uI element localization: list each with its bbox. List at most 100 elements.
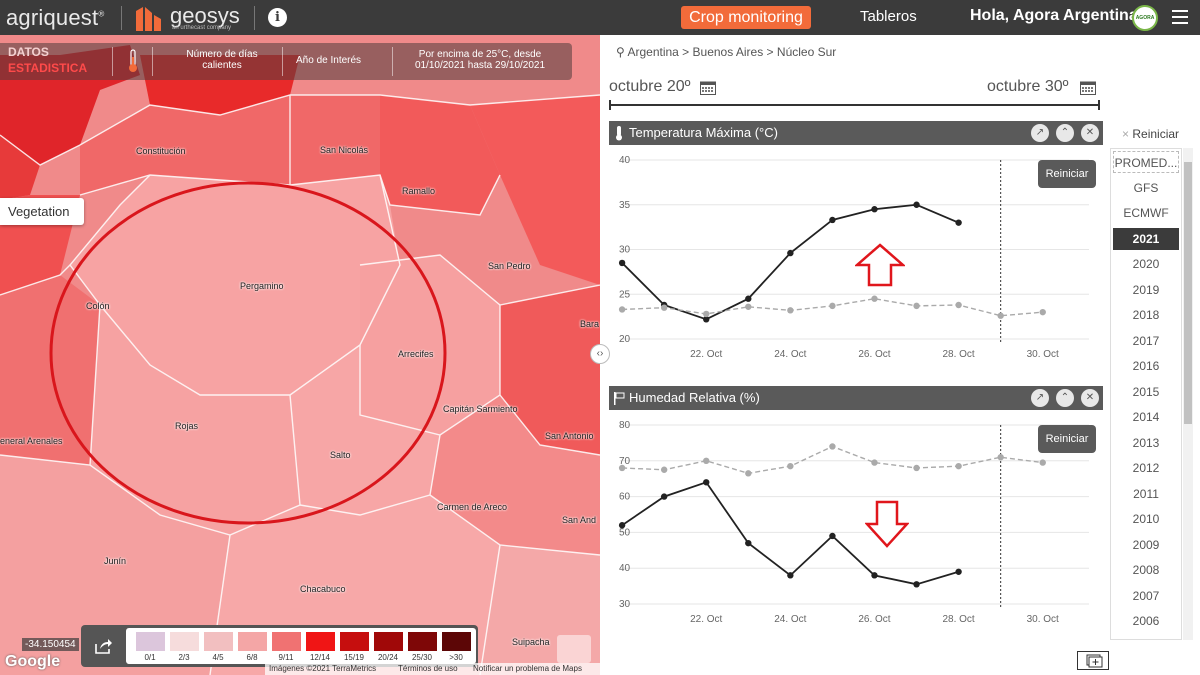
data-point[interactable] [829, 302, 836, 310]
data-point[interactable] [1039, 308, 1046, 316]
data-point[interactable] [660, 304, 668, 311]
date-start-label[interactable]: octubre 20º [609, 78, 691, 95]
calendar-icon[interactable] [1080, 80, 1096, 95]
year-option[interactable]: 2007 [1132, 588, 1160, 603]
data-point[interactable] [1039, 459, 1046, 466]
panel-resize-handle-icon[interactable]: ‹› [590, 344, 610, 364]
condition-label[interactable]: Por encima de 25°C, desde 01/10/2021 has… [414, 49, 546, 71]
data-point[interactable] [871, 572, 878, 579]
close-icon[interactable]: ✕ [1081, 389, 1099, 407]
collapse-icon[interactable]: ⌃ [1056, 124, 1074, 142]
data-point[interactable] [618, 464, 626, 472]
year-option[interactable]: 2008 [1132, 563, 1160, 577]
data-point[interactable] [703, 316, 710, 323]
year-option[interactable]: 2020 [1132, 257, 1160, 271]
year-option[interactable]: 2013 [1132, 435, 1160, 450]
data-point[interactable] [913, 464, 920, 472]
close-icon[interactable]: ✕ [1081, 124, 1099, 142]
data-point[interactable] [660, 466, 668, 473]
reset-all-button[interactable]: × Reiniciar [1122, 127, 1179, 141]
data-point[interactable] [618, 259, 626, 267]
data-point[interactable] [745, 470, 752, 477]
export-icon[interactable]: ↗ [1031, 389, 1049, 407]
data-point[interactable] [787, 462, 794, 470]
humidity-chart[interactable]: 30 40 50 60 70 80 22. Oct 24. Oct 26. Oct 28. Oct… [609, 411, 1103, 635]
data-point[interactable] [997, 312, 1004, 319]
year-option[interactable]: 2016 [1132, 359, 1160, 373]
date-range-slider[interactable] [609, 100, 1100, 110]
data-point[interactable] [618, 306, 626, 313]
year-option[interactable]: 2011 [1133, 486, 1159, 501]
data-point[interactable] [871, 459, 878, 466]
year-option[interactable]: 2012 [1132, 461, 1160, 475]
tableros-tab[interactable]: Tableros [860, 8, 917, 25]
hamburger-menu-icon[interactable] [1172, 10, 1188, 24]
data-point[interactable] [745, 295, 752, 302]
geosys-logo[interactable]: geosys [170, 3, 240, 28]
data-point[interactable] [871, 295, 878, 302]
user-greeting[interactable]: Hola, Agora Argentina [970, 7, 1138, 24]
data-point[interactable] [787, 572, 794, 579]
year-option[interactable]: ECMWF [1123, 206, 1169, 220]
year-option[interactable]: 2010 [1132, 512, 1160, 526]
datos-label[interactable]: DATOS [8, 45, 49, 59]
collapse-icon[interactable]: ⌃ [1056, 389, 1074, 407]
year-option[interactable]: 2019 [1132, 282, 1160, 297]
share-icon[interactable] [95, 638, 113, 654]
data-point[interactable] [955, 462, 962, 470]
vegetation-button[interactable]: Vegetation [0, 198, 84, 225]
agriquest-logo[interactable]: agriquest® [6, 5, 105, 30]
reset-chart-button[interactable]: Reiniciar [1038, 425, 1096, 453]
year-option[interactable]: 2015 [1132, 384, 1160, 399]
data-point[interactable] [829, 443, 836, 450]
year-option[interactable]: 2018 [1132, 308, 1160, 322]
temperature-chart[interactable]: 20 25 30 35 40 22. Oct 24. Oct 26. Oct 28. Oct 30… [609, 146, 1103, 370]
crop-monitoring-tab[interactable]: Crop monitoring [681, 6, 811, 29]
data-point[interactable] [703, 457, 710, 464]
breadcrumb-text[interactable]: Argentina > Buenos Aires > Núcleo Sur [627, 45, 837, 59]
data-point[interactable] [745, 539, 752, 547]
year-option[interactable]: PROMED... [1113, 151, 1179, 173]
year-option[interactable]: 2006 [1132, 614, 1160, 628]
data-point[interactable] [871, 206, 878, 213]
terms-link[interactable]: Términos de uso [398, 664, 458, 673]
data-point[interactable] [955, 301, 962, 309]
date-end-label[interactable]: octubre 30º [987, 78, 1069, 95]
scrollbar-thumb[interactable] [1184, 162, 1192, 424]
year-option[interactable]: 2009 [1132, 537, 1160, 552]
map-view[interactable]: Constitución San Nicolás Ramallo San Ped… [0, 35, 600, 675]
data-point[interactable] [913, 201, 920, 208]
year-option[interactable]: 2014 [1132, 410, 1160, 424]
metric-label[interactable]: Número de días calientes [186, 49, 258, 71]
year-option[interactable]: 2017 [1132, 333, 1160, 348]
info-icon[interactable]: i [268, 8, 287, 27]
data-point[interactable] [618, 522, 626, 529]
data-point[interactable] [829, 216, 836, 224]
data-point[interactable] [829, 532, 836, 540]
map-fullscreen-button[interactable] [557, 635, 591, 663]
year-selector-list[interactable]: PROMED... GFS ECMWF 2021 2020 2019 2018 2017 201… [1110, 148, 1182, 640]
calendar-icon[interactable] [700, 80, 716, 95]
data-point[interactable] [955, 568, 962, 575]
year-option[interactable]: GFS [1133, 180, 1159, 195]
data-point[interactable] [745, 303, 752, 310]
add-chart-button[interactable] [1077, 651, 1109, 670]
estadistica-label[interactable]: ESTADISTICA [8, 61, 88, 75]
data-point[interactable] [787, 249, 794, 257]
data-point[interactable] [913, 581, 920, 588]
export-icon[interactable]: ↗ [1031, 124, 1049, 142]
reset-chart-button[interactable]: Reiniciar [1038, 160, 1096, 188]
report-problem-link[interactable]: Notificar un problema de Maps [473, 664, 582, 673]
year-of-interest-label[interactable]: Año de Interés [296, 55, 362, 66]
year-list-scrollbar[interactable] [1183, 148, 1193, 640]
data-point[interactable] [787, 307, 794, 314]
legend-swatch [238, 632, 267, 651]
data-point[interactable] [660, 493, 668, 500]
avatar[interactable]: AGORA [1132, 5, 1158, 31]
data-point[interactable] [955, 219, 962, 226]
data-point[interactable] [703, 310, 710, 318]
data-point[interactable] [997, 454, 1004, 461]
data-point[interactable] [703, 479, 710, 486]
year-option[interactable]: 2021 [1113, 227, 1179, 250]
data-point[interactable] [913, 302, 920, 310]
